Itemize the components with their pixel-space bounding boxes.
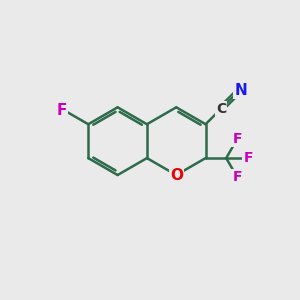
Text: F: F: [244, 151, 253, 165]
Text: C: C: [216, 102, 226, 116]
Text: O: O: [170, 167, 183, 182]
Text: N: N: [234, 83, 247, 98]
Text: F: F: [232, 132, 242, 146]
Text: F: F: [57, 103, 67, 118]
Text: F: F: [232, 170, 242, 184]
